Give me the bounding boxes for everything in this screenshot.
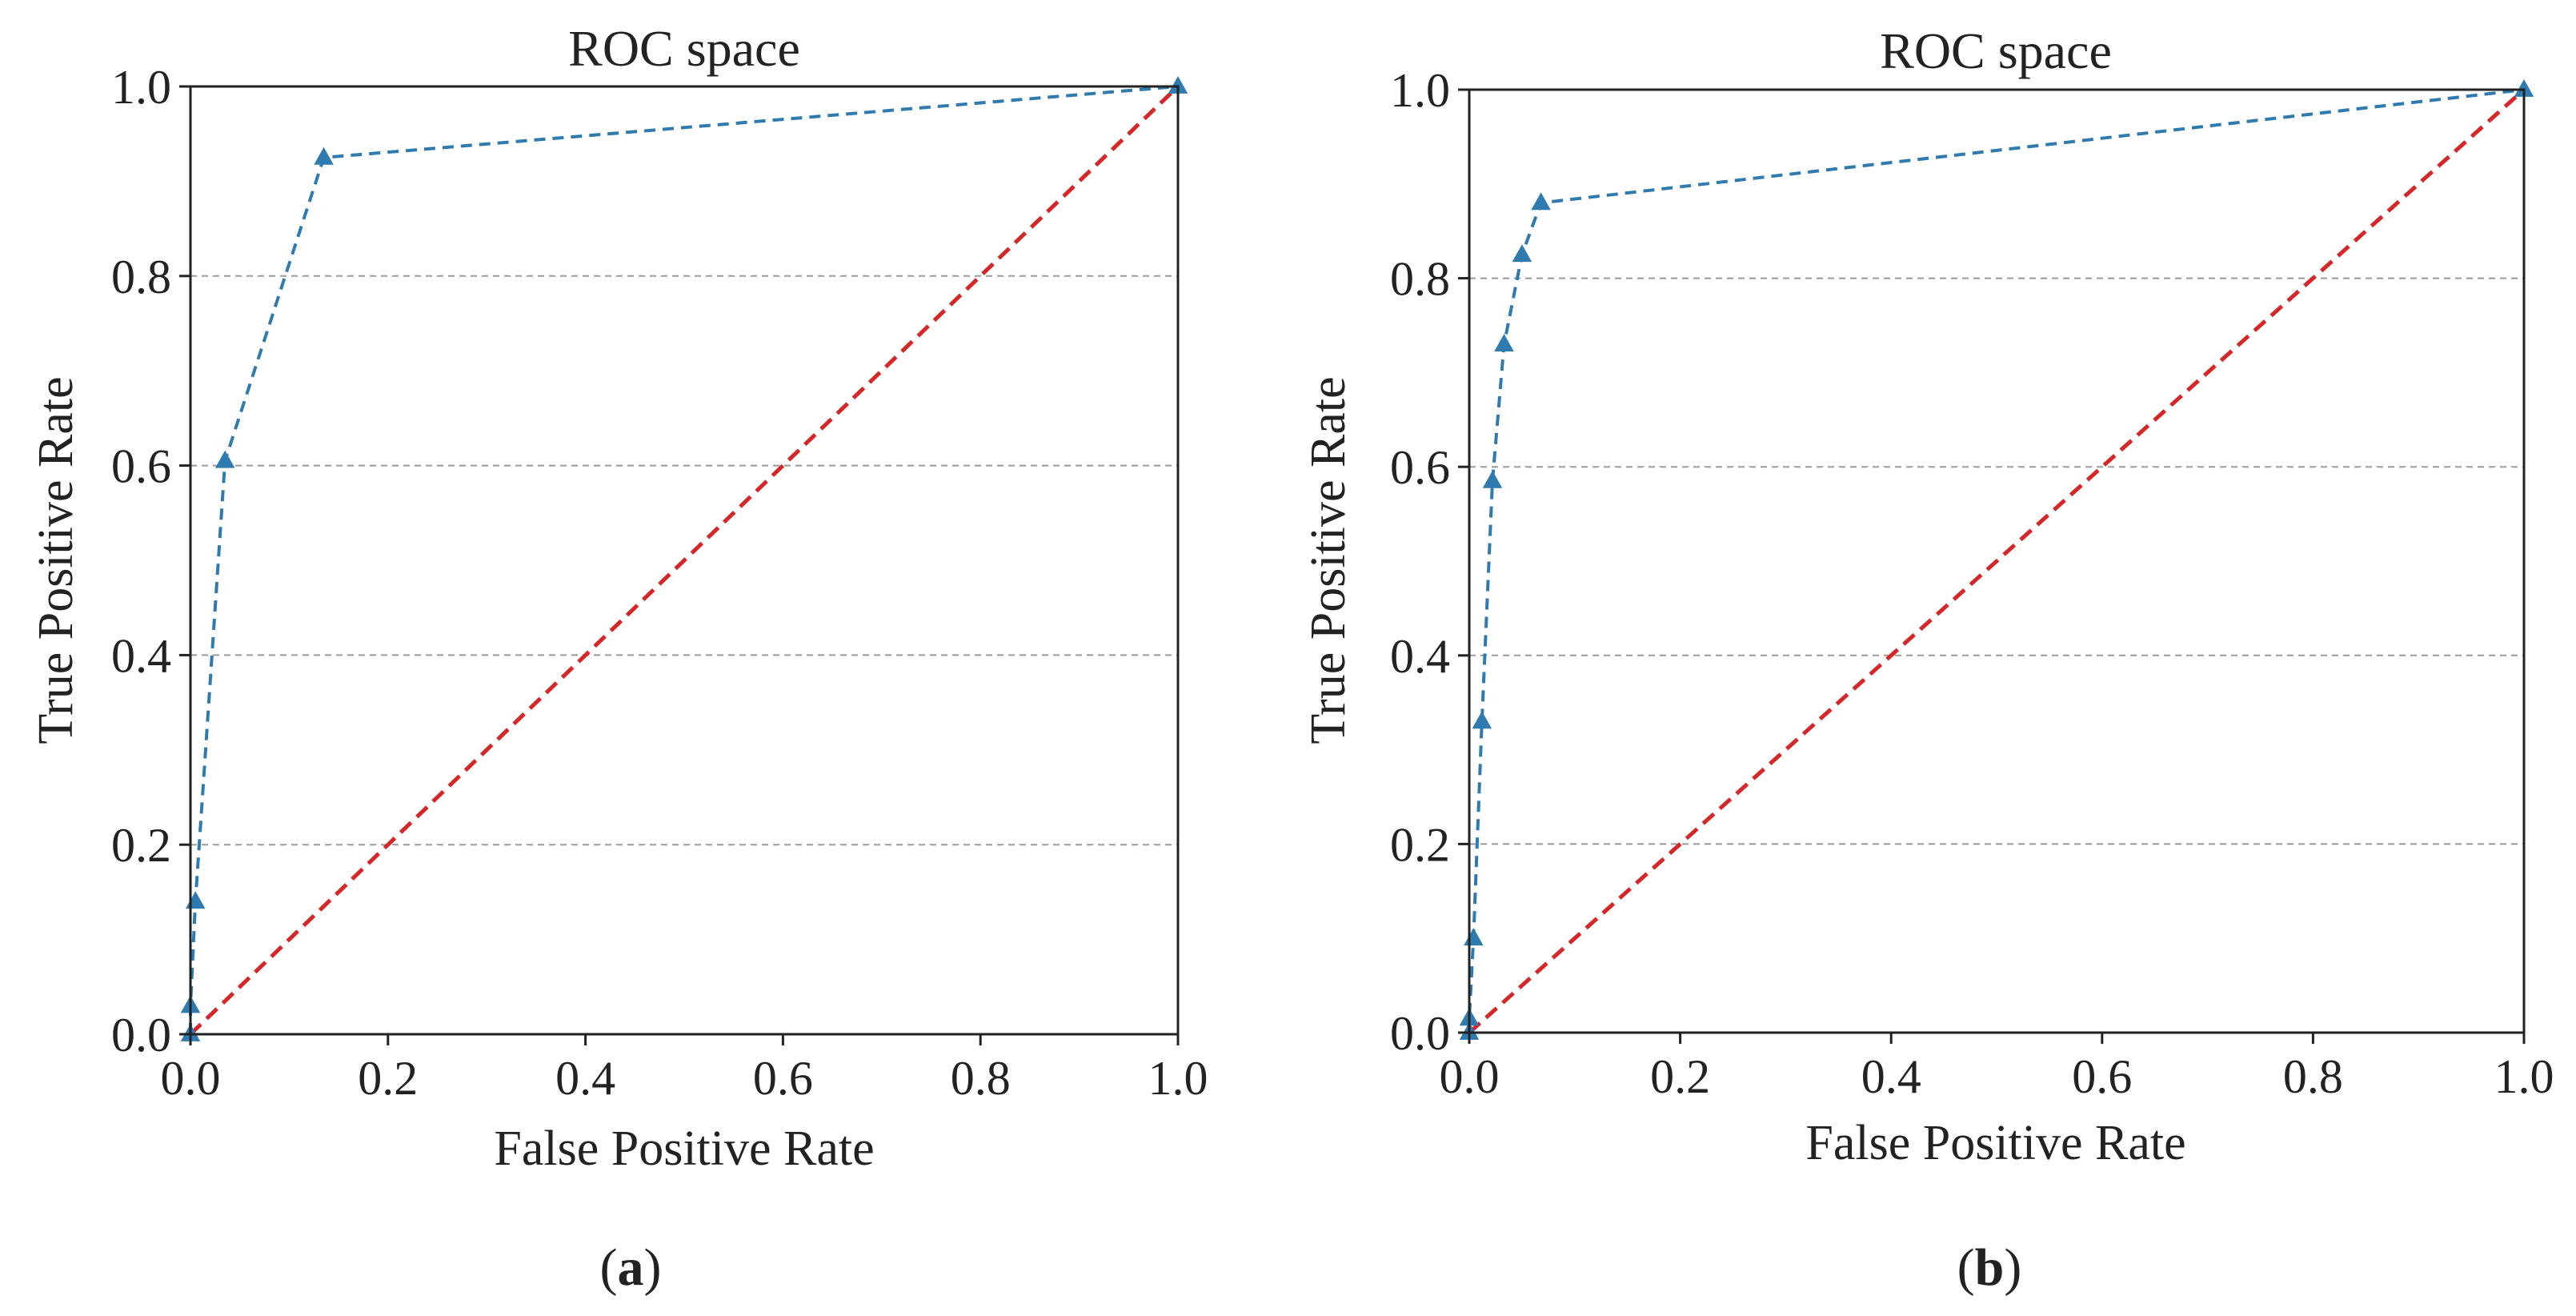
panel-a-y-tick-label-1: 0.2 (111, 819, 171, 872)
panel-b-plot-frame (1468, 88, 2526, 1034)
panel-a-x-tick-label-5: 1.0 (1148, 1052, 1208, 1105)
panel-a-title: ROC space (568, 20, 800, 77)
panel-a-caption-open: ( (600, 1238, 618, 1297)
panel-b-caption-open: ( (1957, 1238, 1975, 1297)
panel-b-caption-letter: b (1975, 1238, 2005, 1297)
panel-a-x-tick-label-4: 0.8 (951, 1052, 1011, 1105)
panel-a-y-tick-label-5: 1.0 (111, 61, 171, 114)
panel-b-y-tick-label-1: 0.2 (1390, 818, 1450, 871)
panel-b-roc-point-5 (1494, 334, 1514, 351)
panel-a: ROC space 0.0 0.2 0.4 0.6 0.8 1.0 0.00.20.40.… (29, 20, 1208, 1297)
panel-a-diagonal-layer (189, 85, 1180, 1036)
panel-a-caption: (a) (600, 1238, 662, 1297)
panel-b-y-tick-label-5: 1.0 (1390, 64, 1450, 117)
panel-a-x-tick-label-0: 0.0 (161, 1052, 221, 1105)
panel-b-roc-point-3 (1472, 711, 1492, 729)
panel-a-x-axis-label: False Positive Rate (494, 1121, 874, 1176)
panel-a-y-tick-label-2: 0.4 (111, 629, 171, 682)
panel-a-x-tick-label-2: 0.4 (555, 1052, 615, 1105)
panel-b-x-tick-label-5: 1.0 (2494, 1050, 2554, 1103)
panel-b-roc-point-4 (1482, 470, 1503, 488)
panel-a-roc-point-2 (185, 891, 206, 909)
panel-b-diagonal-line (1468, 88, 2526, 1034)
panel-a-gridlines (190, 275, 1178, 846)
panel-a-x-ticks: 0.0 0.2 0.4 0.6 0.8 1.0 (161, 1034, 1208, 1105)
panel-a-y-tick-label-0: 0.0 (111, 1009, 171, 1061)
panel-a-x-tick-label-1: 0.2 (358, 1052, 418, 1105)
panel-a-y-axis-label: True Positive Rate (29, 376, 83, 744)
panel-a-y-tick-label-4: 0.8 (111, 251, 171, 303)
panel-b-y-axis-label: True Positive Rate (1301, 376, 1356, 744)
panel-b-x-tick-label-2: 0.4 (1861, 1050, 1921, 1103)
panel-a-roc-point-4 (314, 146, 334, 165)
panel-a-caption-letter: a (618, 1238, 644, 1297)
panel-b-roc-point-7 (1531, 192, 1551, 211)
panel-a-diagonal-line (189, 85, 1180, 1036)
panel-b-x-tick-label-0: 0.0 (1440, 1050, 1500, 1103)
panel-b-y-tick-label-2: 0.4 (1390, 630, 1450, 683)
panel-b-title: ROC space (1880, 22, 2112, 79)
panel-a-roc-point-3 (214, 450, 235, 468)
panel-b-y-tick-label-4: 0.8 (1390, 253, 1450, 306)
panel-a-y-tick-label-3: 0.6 (111, 440, 171, 493)
panel-b-y-tick-label-0: 0.0 (1390, 1007, 1450, 1060)
panel-b-x-ticks: 0.0 0.2 0.4 0.6 0.8 1.0 (1440, 1033, 2554, 1103)
panel-b-diagonal-layer (1468, 88, 2526, 1034)
panel-b-roc-point-6 (1512, 244, 1532, 263)
panel-b-y-tick-label-3: 0.6 (1390, 441, 1450, 494)
panel-a-x-tick-label-3: 0.6 (753, 1052, 813, 1105)
panel-b-x-tick-label-3: 0.6 (2072, 1050, 2132, 1103)
panel-a-caption-close: ) (644, 1238, 662, 1297)
panel-b-caption: (b) (1957, 1238, 2022, 1297)
panel-b-x-tick-label-1: 0.2 (1650, 1050, 1710, 1103)
panel-b-gridlines (1469, 277, 2524, 845)
panel-b-roc-line (1468, 88, 2525, 1033)
panel-b-roc-point-2 (1464, 928, 1484, 946)
panel-b-x-tick-label-4: 0.8 (2283, 1050, 2343, 1103)
panel-a-y-ticks: 0.0 0.2 0.4 0.6 0.8 1.0 (111, 61, 190, 1061)
panel-b-x-axis-label: False Positive Rate (1805, 1116, 2185, 1170)
panel-a-plot-frame (189, 85, 1180, 1036)
panel-b: ROC space 0.0 0.2 0.4 0.6 0.8 1.0 0.00.20.40.… (1301, 22, 2554, 1297)
panel-b-y-ticks: 0.0 0.2 0.4 0.6 0.8 1.0 (1390, 64, 1469, 1060)
panel-b-caption-close: ) (2004, 1238, 2021, 1297)
